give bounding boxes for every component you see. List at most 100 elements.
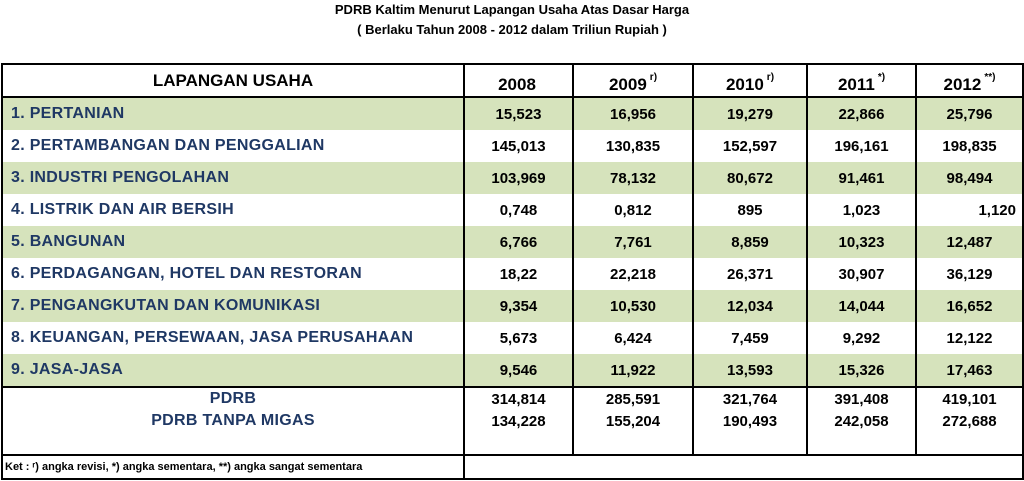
cell-value: 11,922 bbox=[572, 354, 694, 387]
table-row: 7. PENGANGKUTAN DAN KOMUNIKASI 9,354 10,… bbox=[1, 290, 1024, 322]
cell-value: 10,530 bbox=[572, 290, 694, 322]
cell-value: 10,323 bbox=[806, 226, 917, 258]
cell-value: 16,652 bbox=[915, 290, 1024, 322]
empty-cell bbox=[692, 432, 808, 455]
cell-value: 15,326 bbox=[806, 354, 917, 387]
table-row: 4. LISTRIK DAN AIR BERSIH 0,748 0,812 89… bbox=[1, 194, 1024, 226]
year-label: 2008 bbox=[498, 75, 536, 94]
cell-value: 196,161 bbox=[806, 130, 917, 162]
year-label: 2012 bbox=[943, 75, 982, 94]
pdrb-table: LAPANGAN USAHA 2008 2009 r) 2010 r) 2011 *)… bbox=[1, 63, 1024, 480]
cell-value: 22,866 bbox=[806, 97, 917, 130]
cell-value: 9,546 bbox=[463, 354, 574, 387]
header-year-2012: 2012 **) bbox=[915, 63, 1024, 98]
footnote-row: Ket : ʳ) angka revisi, *) angka sementar… bbox=[1, 454, 1024, 480]
cell-value: 17,463 bbox=[915, 354, 1024, 387]
table-row: 2. PERTAMBANGAN DAN PENGGALIAN 145,013 1… bbox=[1, 130, 1024, 162]
total-value: 190,493 bbox=[692, 410, 808, 432]
total-value: 134,228 bbox=[463, 410, 574, 432]
year-note: *) bbox=[877, 72, 886, 83]
empty-cell bbox=[1, 432, 465, 455]
table-header-row: LAPANGAN USAHA 2008 2009 r) 2010 r) 2011 *)… bbox=[1, 63, 1024, 98]
row-label: 7. PENGANGKUTAN DAN KOMUNIKASI bbox=[1, 290, 465, 322]
cell-value: 1,023 bbox=[806, 194, 917, 226]
row-label: 6. PERDAGANGAN, HOTEL DAN RESTORAN bbox=[1, 258, 465, 290]
table-row: 6. PERDAGANGAN, HOTEL DAN RESTORAN 18,22… bbox=[1, 258, 1024, 290]
cell-value: 98,494 bbox=[915, 162, 1024, 194]
year-label: 2010 bbox=[725, 75, 764, 94]
cell-value: 25,796 bbox=[915, 97, 1024, 130]
cell-value: 80,672 bbox=[692, 162, 808, 194]
cell-value: 130,835 bbox=[572, 130, 694, 162]
year-note: r) bbox=[766, 72, 775, 83]
cell-value: 19,279 bbox=[692, 97, 808, 130]
table-row: 8. KEUANGAN, PERSEWAAN, JASA PERUSAHAAN … bbox=[1, 322, 1024, 354]
year-label: 2011 bbox=[837, 75, 875, 94]
total-value: 321,764 bbox=[692, 386, 808, 410]
total-value: 285,591 bbox=[572, 386, 694, 410]
empty-cell bbox=[463, 454, 1024, 480]
cell-value: 6,766 bbox=[463, 226, 574, 258]
row-label: 5. BANGUNAN bbox=[1, 226, 465, 258]
cell-value: 13,593 bbox=[692, 354, 808, 387]
cell-value: 26,371 bbox=[692, 258, 808, 290]
cell-value: 15,523 bbox=[463, 97, 574, 130]
table-row: 9. JASA-JASA 9,546 11,922 13,593 15,326 … bbox=[1, 354, 1024, 387]
cell-value: 12,034 bbox=[692, 290, 808, 322]
total-value: 155,204 bbox=[572, 410, 694, 432]
header-year-2009: 2009 r) bbox=[572, 63, 694, 98]
year-note: **) bbox=[984, 72, 996, 83]
cell-value: 12,487 bbox=[915, 226, 1024, 258]
cell-value: 78,132 bbox=[572, 162, 694, 194]
total-value: 314,814 bbox=[463, 386, 574, 410]
cell-value: 22,218 bbox=[572, 258, 694, 290]
header-lapangan-usaha: LAPANGAN USAHA bbox=[1, 63, 465, 98]
footnote: Ket : ʳ) angka revisi, *) angka sementar… bbox=[1, 454, 465, 480]
cell-value: 198,835 bbox=[915, 130, 1024, 162]
total-row-pdrb-tanpa-migas: PDRB TANPA MIGAS 134,228 155,204 190,493… bbox=[1, 410, 1024, 432]
cell-value: 8,859 bbox=[692, 226, 808, 258]
cell-value: 9,354 bbox=[463, 290, 574, 322]
cell-value: 103,969 bbox=[463, 162, 574, 194]
year-note: r) bbox=[649, 72, 658, 83]
cell-value: 12,122 bbox=[915, 322, 1024, 354]
cell-value: 16,956 bbox=[572, 97, 694, 130]
row-label: 1. PERTANIAN bbox=[1, 97, 465, 130]
cell-value: 1,120 bbox=[915, 194, 1024, 226]
year-label: 2009 bbox=[608, 75, 647, 94]
row-label: 9. JASA-JASA bbox=[1, 354, 465, 387]
cell-value: 895 bbox=[692, 194, 808, 226]
cell-value: 18,22 bbox=[463, 258, 574, 290]
cell-value: 91,461 bbox=[806, 162, 917, 194]
document-title: PDRB Kaltim Menurut Lapangan Usaha Atas … bbox=[334, 2, 690, 17]
cell-value: 6,424 bbox=[572, 322, 694, 354]
total-value: 242,058 bbox=[806, 410, 917, 432]
cell-value: 30,907 bbox=[806, 258, 917, 290]
cell-value: 7,459 bbox=[692, 322, 808, 354]
total-value: 391,408 bbox=[806, 386, 917, 410]
header-year-2010: 2010 r) bbox=[692, 63, 808, 98]
total-row-pdrb: PDRB 314,814 285,591 321,764 391,408 419… bbox=[1, 386, 1024, 410]
empty-cell bbox=[572, 432, 694, 455]
header-year-2008: 2008 bbox=[463, 63, 574, 98]
cell-value: 5,673 bbox=[463, 322, 574, 354]
cell-value: 0,748 bbox=[463, 194, 574, 226]
row-label: 2. PERTAMBANGAN DAN PENGGALIAN bbox=[1, 130, 465, 162]
empty-cell bbox=[463, 432, 574, 455]
total-value: 419,101 bbox=[915, 386, 1024, 410]
table-row: 3. INDUSTRI PENGOLAHAN 103,969 78,132 80… bbox=[1, 162, 1024, 194]
empty-cell bbox=[915, 432, 1024, 455]
header-year-2011: 2011 *) bbox=[806, 63, 917, 98]
table-row: 1. PERTANIAN 15,523 16,956 19,279 22,866… bbox=[1, 97, 1024, 130]
row-label: 8. KEUANGAN, PERSEWAAN, JASA PERUSAHAAN bbox=[1, 322, 465, 354]
blank-row bbox=[1, 432, 1024, 455]
table-row: 5. BANGUNAN 6,766 7,761 8,859 10,323 12,… bbox=[1, 226, 1024, 258]
cell-value: 7,761 bbox=[572, 226, 694, 258]
cell-value: 145,013 bbox=[463, 130, 574, 162]
cell-value: 9,292 bbox=[806, 322, 917, 354]
cell-value: 36,129 bbox=[915, 258, 1024, 290]
cell-value: 152,597 bbox=[692, 130, 808, 162]
total-label: PDRB TANPA MIGAS bbox=[1, 410, 465, 432]
cell-value: 14,044 bbox=[806, 290, 917, 322]
cell-value: 0,812 bbox=[572, 194, 694, 226]
